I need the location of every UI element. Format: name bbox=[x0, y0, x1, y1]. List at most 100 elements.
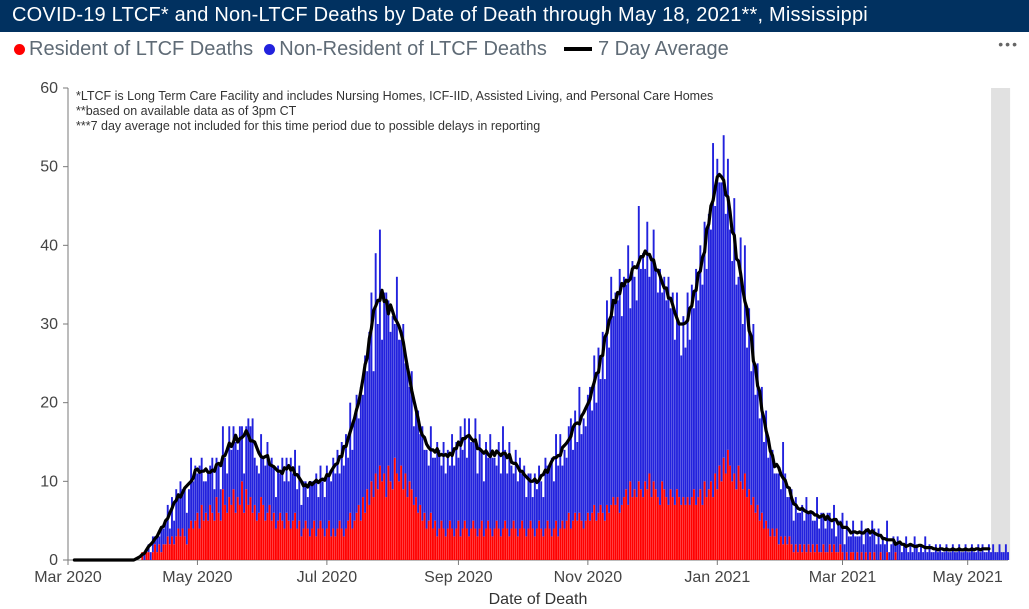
bar-ltcf bbox=[160, 552, 162, 560]
bar-ltcf bbox=[810, 552, 812, 560]
bar-non-ltcf bbox=[793, 521, 795, 552]
bar-ltcf bbox=[534, 536, 536, 560]
bar-ltcf bbox=[300, 536, 302, 560]
bar-ltcf bbox=[822, 544, 824, 560]
bar-non-ltcf bbox=[438, 450, 440, 529]
bar-non-ltcf bbox=[634, 277, 636, 489]
bar-non-ltcf bbox=[780, 489, 782, 536]
bar-ltcf bbox=[691, 497, 693, 560]
bar-non-ltcf bbox=[334, 473, 336, 536]
bar-ltcf bbox=[659, 505, 661, 560]
bar-non-ltcf bbox=[769, 450, 771, 537]
bar-non-ltcf bbox=[343, 466, 345, 537]
bar-ltcf bbox=[733, 473, 735, 560]
bar-non-ltcf bbox=[296, 489, 298, 528]
bar-ltcf bbox=[163, 544, 165, 560]
bar-non-ltcf bbox=[774, 473, 776, 536]
bar-non-ltcf bbox=[455, 442, 457, 529]
bar-ltcf bbox=[171, 536, 173, 560]
bar-non-ltcf bbox=[235, 442, 237, 513]
bar-ltcf bbox=[398, 481, 400, 560]
bar-non-ltcf bbox=[258, 473, 260, 512]
bar-ltcf bbox=[481, 521, 483, 560]
x-tick-label: Mar 2021 bbox=[809, 569, 877, 586]
bar-non-ltcf bbox=[799, 513, 801, 544]
bar-non-ltcf bbox=[494, 458, 496, 529]
bar-ltcf bbox=[699, 489, 701, 560]
bar-ltcf bbox=[578, 513, 580, 560]
bar-non-ltcf bbox=[472, 442, 474, 521]
bar-ltcf bbox=[337, 529, 339, 560]
bar-ltcf bbox=[281, 521, 283, 560]
bar-non-ltcf bbox=[317, 497, 319, 528]
bar-non-ltcf bbox=[595, 403, 597, 521]
bar-ltcf bbox=[485, 529, 487, 560]
bar-ltcf bbox=[725, 473, 727, 560]
bar-ltcf bbox=[780, 536, 782, 560]
bar-ltcf bbox=[354, 521, 356, 560]
bar-ltcf bbox=[394, 458, 396, 560]
bar-ltcf bbox=[506, 529, 508, 560]
bar-ltcf bbox=[175, 536, 177, 560]
y-tick-label: 60 bbox=[40, 80, 58, 97]
bar-ltcf bbox=[167, 536, 169, 560]
bar-ltcf bbox=[430, 513, 432, 560]
bar-non-ltcf bbox=[267, 442, 269, 513]
bar-non-ltcf bbox=[360, 387, 362, 521]
bar-non-ltcf bbox=[205, 481, 207, 512]
bar-ltcf bbox=[636, 497, 638, 560]
bar-non-ltcf bbox=[861, 521, 863, 552]
bar-ltcf bbox=[269, 505, 271, 560]
chart-area: 0102030405060Mar 2020May 2020Jul 2020Sep… bbox=[0, 70, 1029, 609]
bar-non-ltcf bbox=[750, 371, 752, 505]
chart-menu-icon[interactable]: ••• bbox=[998, 36, 1019, 52]
bar-ltcf bbox=[710, 481, 712, 560]
bar-non-ltcf bbox=[566, 458, 568, 521]
bar-non-ltcf bbox=[977, 544, 979, 560]
bar-non-ltcf bbox=[1003, 552, 1005, 560]
bar-non-ltcf bbox=[869, 536, 871, 552]
bar-ltcf bbox=[303, 529, 305, 560]
bar-ltcf bbox=[850, 552, 852, 560]
bar-ltcf bbox=[791, 544, 793, 560]
bar-ltcf bbox=[426, 529, 428, 560]
bar-non-ltcf bbox=[718, 182, 720, 465]
bar-non-ltcf bbox=[277, 466, 279, 521]
bar-ltcf bbox=[260, 497, 262, 560]
bar-ltcf bbox=[158, 544, 160, 560]
bar-non-ltcf bbox=[999, 544, 1001, 560]
bar-ltcf bbox=[557, 536, 559, 560]
bar-ltcf bbox=[390, 481, 392, 560]
bar-non-ltcf bbox=[591, 411, 593, 513]
bar-non-ltcf bbox=[288, 481, 290, 520]
legend-avg-label: 7 Day Average bbox=[598, 38, 729, 60]
bar-ltcf bbox=[220, 521, 222, 560]
bar-non-ltcf bbox=[464, 418, 466, 520]
bar-ltcf bbox=[415, 497, 417, 560]
bar-ltcf bbox=[723, 458, 725, 560]
bar-non-ltcf bbox=[237, 450, 239, 497]
bar-ltcf bbox=[808, 544, 810, 560]
bar-ltcf bbox=[525, 536, 527, 560]
bar-non-ltcf bbox=[729, 230, 731, 466]
bar-non-ltcf bbox=[979, 552, 981, 560]
bar-ltcf bbox=[447, 529, 449, 560]
bar-non-ltcf bbox=[899, 544, 901, 560]
bar-non-ltcf bbox=[254, 458, 256, 505]
bar-non-ltcf bbox=[517, 481, 519, 536]
bar-ltcf bbox=[256, 521, 258, 560]
bar-non-ltcf bbox=[905, 536, 907, 560]
bar-non-ltcf bbox=[453, 466, 455, 537]
bar-non-ltcf bbox=[269, 466, 271, 505]
bar-ltcf bbox=[504, 521, 506, 560]
bar-ltcf bbox=[536, 529, 538, 560]
bar-ltcf bbox=[237, 497, 239, 560]
bar-ltcf bbox=[417, 513, 419, 560]
bar-non-ltcf bbox=[324, 497, 326, 536]
bar-ltcf bbox=[740, 481, 742, 560]
bar-ltcf bbox=[604, 521, 606, 560]
bar-ltcf bbox=[523, 529, 525, 560]
bar-non-ltcf bbox=[385, 293, 387, 498]
bar-ltcf bbox=[385, 497, 387, 560]
bar-ltcf bbox=[663, 489, 665, 560]
